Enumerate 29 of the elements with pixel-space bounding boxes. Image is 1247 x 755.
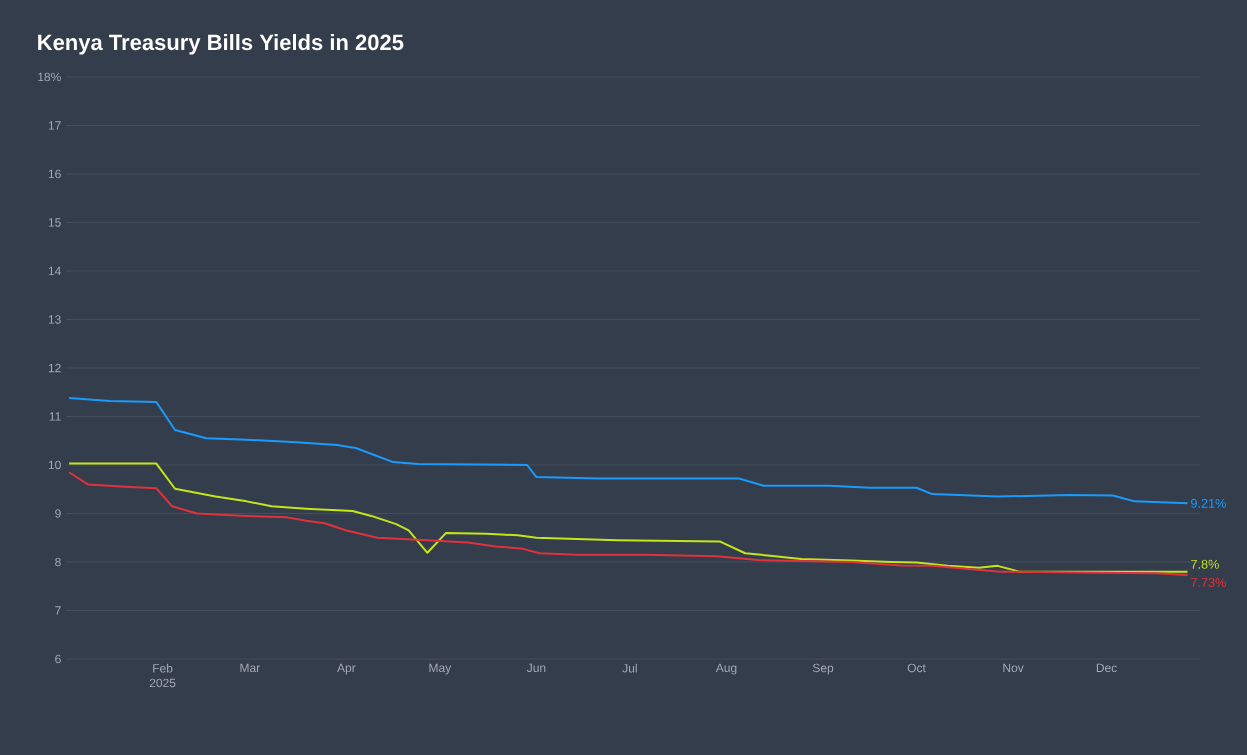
- x-tick-label: Oct: [907, 663, 926, 673]
- x-tick-label: Jun: [526, 663, 546, 673]
- y-tick-label: 7: [55, 606, 61, 615]
- y-tick-label: 8: [55, 557, 61, 567]
- x-tick-label: Sep: [812, 663, 834, 675]
- y-tick-label: 18%: [38, 72, 61, 82]
- line-series: [68, 397, 1189, 505]
- x-tick-label: Dec: [1096, 663, 1117, 673]
- x-tick-label: Feb 2025: [149, 663, 176, 688]
- y-tick-label: 16: [48, 169, 61, 179]
- y-tick-label: 13: [48, 315, 61, 324]
- y-tick-label: 14: [48, 266, 61, 276]
- y-tick-label: 11: [49, 412, 61, 421]
- x-tick-label: Mar: [240, 663, 260, 673]
- data-label: 7.73%: [1191, 578, 1226, 587]
- chart-title: Kenya Treasury Bills Yields in 2025: [38, 34, 404, 55]
- data-label: 9.21%: [1191, 498, 1226, 508]
- x-tick-label: Nov: [1003, 663, 1024, 673]
- data-label: 7.8%: [1191, 559, 1219, 569]
- x-tick-label: Apr: [337, 663, 356, 675]
- x-tick-label: Jul: [622, 663, 637, 673]
- y-tick-label: 17: [48, 121, 61, 130]
- x-tick-label: May: [429, 663, 452, 675]
- x-tick-label: Aug: [715, 663, 737, 675]
- y-tick-label: 12: [48, 363, 61, 373]
- y-tick-label: 15: [48, 218, 61, 227]
- y-tick-label: 9: [55, 509, 61, 518]
- y-tick-label: 6: [55, 654, 61, 664]
- y-tick-label: 10: [48, 460, 61, 470]
